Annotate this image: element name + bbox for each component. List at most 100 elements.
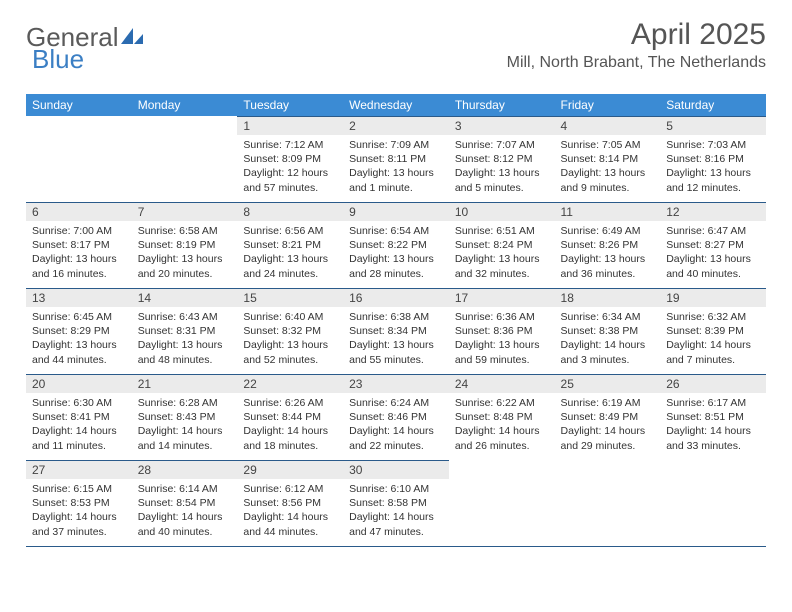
calendar-table: Sunday Monday Tuesday Wednesday Thursday…	[26, 94, 766, 546]
sunset-text: Sunset: 8:51 PM	[666, 410, 760, 424]
calendar-day-cell: 16Sunrise: 6:38 AMSunset: 8:34 PMDayligh…	[343, 288, 449, 374]
sunrise-text: Sunrise: 7:00 AM	[32, 224, 126, 238]
day-number	[660, 460, 766, 464]
day-details: Sunrise: 6:32 AMSunset: 8:39 PMDaylight:…	[660, 307, 766, 370]
sunrise-text: Sunrise: 6:15 AM	[32, 482, 126, 496]
weekday-header: Friday	[555, 94, 661, 116]
day-number: 30	[343, 460, 449, 479]
sunrise-text: Sunrise: 7:03 AM	[666, 138, 760, 152]
sunrise-text: Sunrise: 6:54 AM	[349, 224, 443, 238]
daylight-text: Daylight: 14 hours and 37 minutes.	[32, 510, 126, 538]
calendar-day-cell: 11Sunrise: 6:49 AMSunset: 8:26 PMDayligh…	[555, 202, 661, 288]
calendar-day-cell: 24Sunrise: 6:22 AMSunset: 8:48 PMDayligh…	[449, 374, 555, 460]
day-number: 15	[237, 288, 343, 307]
calendar-day-cell: 7Sunrise: 6:58 AMSunset: 8:19 PMDaylight…	[132, 202, 238, 288]
calendar-day-cell: 13Sunrise: 6:45 AMSunset: 8:29 PMDayligh…	[26, 288, 132, 374]
sunset-text: Sunset: 8:32 PM	[243, 324, 337, 338]
daylight-text: Daylight: 14 hours and 22 minutes.	[349, 424, 443, 452]
daylight-text: Daylight: 13 hours and 32 minutes.	[455, 252, 549, 280]
sunset-text: Sunset: 8:27 PM	[666, 238, 760, 252]
daylight-text: Daylight: 13 hours and 24 minutes.	[243, 252, 337, 280]
daylight-text: Daylight: 13 hours and 48 minutes.	[138, 338, 232, 366]
calendar-day-cell: 22Sunrise: 6:26 AMSunset: 8:44 PMDayligh…	[237, 374, 343, 460]
calendar-week-row: 6 Sunrise: 7:00 AMSunset: 8:17 PM Daylight…	[26, 202, 766, 288]
day-details: Sunrise: 7:12 AMSunset: 8:09 PMDaylight:…	[237, 135, 343, 198]
sunrise-text: Sunrise: 6:47 AM	[666, 224, 760, 238]
page-header: General April 2025 Mill, North Brabant, …	[26, 18, 766, 72]
day-details: Sunrise: 6:30 AMSunset: 8:41 PMDaylight:…	[26, 393, 132, 456]
calendar-day-cell: 10Sunrise: 6:51 AMSunset: 8:24 PMDayligh…	[449, 202, 555, 288]
daylight-text: Daylight: 14 hours and 14 minutes.	[138, 424, 232, 452]
daylight-text: Daylight: 13 hours and 5 minutes.	[455, 166, 549, 194]
day-details: Sunrise: 6:26 AMSunset: 8:44 PMDaylight:…	[237, 393, 343, 456]
day-number: 26	[660, 374, 766, 393]
day-number: 21	[132, 374, 238, 393]
day-details: Sunrise: 6:58 AMSunset: 8:19 PMDaylight:…	[132, 221, 238, 284]
weekday-header: Thursday	[449, 94, 555, 116]
weekday-header: Saturday	[660, 94, 766, 116]
daylight-text: Daylight: 13 hours and 1 minute.	[349, 166, 443, 194]
sunset-text: Sunset: 8:17 PM	[32, 238, 126, 252]
day-number: 13	[26, 288, 132, 307]
sunset-text: Sunset: 8:21 PM	[243, 238, 337, 252]
calendar-day-cell: 1Sunrise: 7:12 AMSunset: 8:09 PMDaylight…	[237, 116, 343, 202]
sunrise-text: Sunrise: 7:05 AM	[561, 138, 655, 152]
daylight-text: Daylight: 13 hours and 9 minutes.	[561, 166, 655, 194]
day-number: 22	[237, 374, 343, 393]
brand-part2: Blue	[32, 44, 84, 75]
day-details: Sunrise: 7:09 AMSunset: 8:11 PMDaylight:…	[343, 135, 449, 198]
calendar-day-cell: 26Sunrise: 6:17 AMSunset: 8:51 PMDayligh…	[660, 374, 766, 460]
weekday-header: Sunday	[26, 94, 132, 116]
sunrise-text: Sunrise: 6:19 AM	[561, 396, 655, 410]
day-details: Sunrise: 6:40 AMSunset: 8:32 PMDaylight:…	[237, 307, 343, 370]
calendar-day-cell: 17Sunrise: 6:36 AMSunset: 8:36 PMDayligh…	[449, 288, 555, 374]
day-details: Sunrise: 6:38 AMSunset: 8:34 PMDaylight:…	[343, 307, 449, 370]
sunrise-text: Sunrise: 7:07 AM	[455, 138, 549, 152]
day-number	[555, 460, 661, 464]
day-details: Sunrise: 6:45 AMSunset: 8:29 PMDaylight:…	[26, 307, 132, 370]
day-details: Sunrise: 6:19 AMSunset: 8:49 PMDaylight:…	[555, 393, 661, 456]
calendar-day-cell: 19Sunrise: 6:32 AMSunset: 8:39 PMDayligh…	[660, 288, 766, 374]
day-number: 2	[343, 116, 449, 135]
day-details: Sunrise: 6:47 AMSunset: 8:27 PMDaylight:…	[660, 221, 766, 284]
calendar-day-cell: 5Sunrise: 7:03 AMSunset: 8:16 PMDaylight…	[660, 116, 766, 202]
calendar-day-cell: 28Sunrise: 6:14 AMSunset: 8:54 PMDayligh…	[132, 460, 238, 546]
calendar-day-cell	[449, 460, 555, 546]
calendar-day-cell: 30Sunrise: 6:10 AMSunset: 8:58 PMDayligh…	[343, 460, 449, 546]
day-number: 23	[343, 374, 449, 393]
day-details: Sunrise: 7:07 AMSunset: 8:12 PMDaylight:…	[449, 135, 555, 198]
daylight-text: Daylight: 12 hours and 57 minutes.	[243, 166, 337, 194]
day-details: Sunrise: 6:15 AMSunset: 8:53 PMDaylight:…	[26, 479, 132, 542]
day-number: 18	[555, 288, 661, 307]
daylight-text: Daylight: 14 hours and 40 minutes.	[138, 510, 232, 538]
sunrise-text: Sunrise: 6:22 AM	[455, 396, 549, 410]
daylight-text: Daylight: 13 hours and 36 minutes.	[561, 252, 655, 280]
sunset-text: Sunset: 8:48 PM	[455, 410, 549, 424]
daylight-text: Daylight: 13 hours and 28 minutes.	[349, 252, 443, 280]
daylight-text: Daylight: 13 hours and 52 minutes.	[243, 338, 337, 366]
month-title: April 2025	[507, 18, 766, 52]
day-number	[132, 116, 238, 120]
sunrise-text: Sunrise: 6:14 AM	[138, 482, 232, 496]
sunrise-text: Sunrise: 6:30 AM	[32, 396, 126, 410]
sunrise-text: Sunrise: 6:56 AM	[243, 224, 337, 238]
calendar-header-row: Sunday Monday Tuesday Wednesday Thursday…	[26, 94, 766, 116]
sunrise-text: Sunrise: 6:10 AM	[349, 482, 443, 496]
location-subtitle: Mill, North Brabant, The Netherlands	[507, 54, 766, 72]
day-number: 6	[26, 202, 132, 221]
sunset-text: Sunset: 8:19 PM	[138, 238, 232, 252]
day-details: Sunrise: 6:56 AMSunset: 8:21 PMDaylight:…	[237, 221, 343, 284]
calendar-day-cell: 14Sunrise: 6:43 AMSunset: 8:31 PMDayligh…	[132, 288, 238, 374]
calendar-page: General April 2025 Mill, North Brabant, …	[0, 0, 792, 566]
day-number: 10	[449, 202, 555, 221]
day-number: 17	[449, 288, 555, 307]
sunrise-text: Sunrise: 6:28 AM	[138, 396, 232, 410]
weekday-header: Tuesday	[237, 94, 343, 116]
sunrise-text: Sunrise: 6:51 AM	[455, 224, 549, 238]
sunset-text: Sunset: 8:49 PM	[561, 410, 655, 424]
daylight-text: Daylight: 13 hours and 44 minutes.	[32, 338, 126, 366]
sunset-text: Sunset: 8:22 PM	[349, 238, 443, 252]
calendar-week-row: 20Sunrise: 6:30 AMSunset: 8:41 PMDayligh…	[26, 374, 766, 460]
day-details: Sunrise: 6:12 AMSunset: 8:56 PMDaylight:…	[237, 479, 343, 542]
sunset-text: Sunset: 8:41 PM	[32, 410, 126, 424]
